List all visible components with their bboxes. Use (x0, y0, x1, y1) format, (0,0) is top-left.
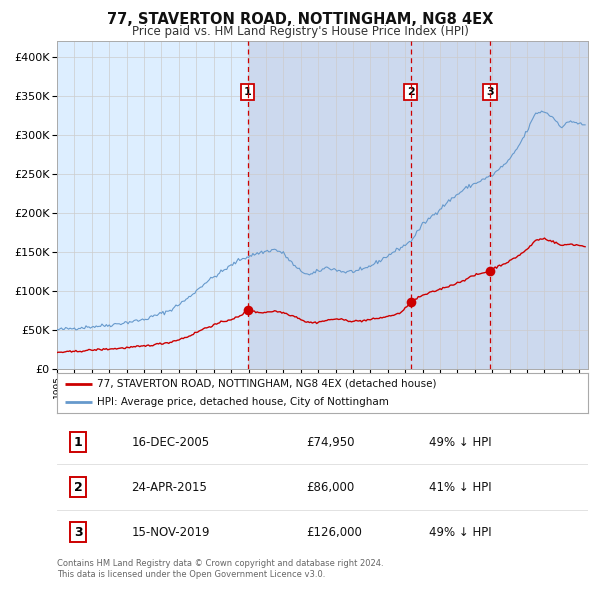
Text: This data is licensed under the Open Government Licence v3.0.: This data is licensed under the Open Gov… (57, 571, 325, 579)
Text: £126,000: £126,000 (307, 526, 362, 539)
Text: 16-DEC-2005: 16-DEC-2005 (131, 436, 209, 449)
Text: 2: 2 (407, 87, 415, 97)
Text: 1: 1 (244, 87, 251, 97)
Text: 3: 3 (74, 526, 83, 539)
Text: 1: 1 (74, 436, 83, 449)
Bar (248, 41, 588, 369)
Text: 2: 2 (74, 481, 83, 494)
Text: HPI: Average price, detached house, City of Nottingham: HPI: Average price, detached house, City… (97, 397, 389, 407)
Text: 3: 3 (486, 87, 494, 97)
Text: Price paid vs. HM Land Registry's House Price Index (HPI): Price paid vs. HM Land Registry's House … (131, 25, 469, 38)
Text: £74,950: £74,950 (307, 436, 355, 449)
Text: 77, STAVERTON ROAD, NOTTINGHAM, NG8 4EX (detached house): 77, STAVERTON ROAD, NOTTINGHAM, NG8 4EX … (97, 379, 436, 389)
Text: £86,000: £86,000 (307, 481, 355, 494)
Text: 15-NOV-2019: 15-NOV-2019 (131, 526, 210, 539)
Text: 49% ↓ HPI: 49% ↓ HPI (428, 526, 491, 539)
Text: Contains HM Land Registry data © Crown copyright and database right 2024.: Contains HM Land Registry data © Crown c… (57, 559, 383, 568)
Text: 77, STAVERTON ROAD, NOTTINGHAM, NG8 4EX: 77, STAVERTON ROAD, NOTTINGHAM, NG8 4EX (107, 12, 493, 27)
Text: 49% ↓ HPI: 49% ↓ HPI (428, 436, 491, 449)
Text: 24-APR-2015: 24-APR-2015 (131, 481, 207, 494)
Text: 41% ↓ HPI: 41% ↓ HPI (428, 481, 491, 494)
